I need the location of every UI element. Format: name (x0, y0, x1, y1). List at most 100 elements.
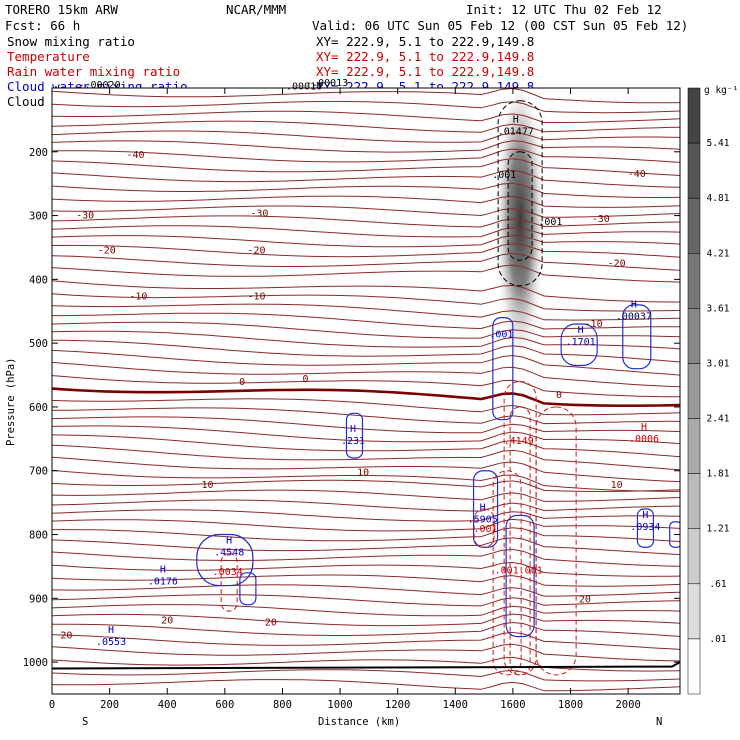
colorbar-tick-label: 2.41 (707, 414, 730, 425)
isotherm (52, 349, 680, 376)
isotherm (52, 140, 680, 153)
y-tick-label: 1000 (23, 657, 48, 669)
field-xy: XY= 222.9, 5.1 to 222.9,149.8 (316, 64, 534, 79)
field-xy: XY= 222.9, 5.1 to 222.9,149.8 (316, 49, 534, 64)
cloud-water-contour (505, 514, 535, 638)
isotherm (52, 169, 680, 188)
isotherm (52, 280, 680, 303)
colorbar: 5.41 4.81 4.21 3.61 3.01 2.41 1.81 1.21 .61 .01 (687, 87, 730, 695)
colorbar-tick-label: 3.01 (707, 358, 730, 369)
x-axis-label: Distance (km) (318, 716, 400, 728)
colorbar-cell (687, 418, 701, 474)
max-marker: H (641, 422, 647, 433)
y-tick-label: 300 (29, 211, 48, 223)
max-value: .0006 (629, 434, 659, 445)
max-value: .1701 (566, 337, 596, 348)
cloud-water-contour (636, 508, 655, 548)
max-marker: H (480, 502, 486, 513)
isotherm (52, 584, 680, 597)
forecast-hour: Fcst: 66 h (5, 18, 80, 33)
isotherm (52, 444, 680, 471)
isotherm (52, 479, 680, 492)
model-title: TORERO 15km ARW (5, 2, 118, 17)
rain-water-contour (220, 553, 238, 612)
y-tick-label: 800 (29, 530, 48, 542)
temperature-label: -10 (129, 292, 147, 303)
isotherm (52, 264, 680, 283)
x-tick-label: 1600 (500, 699, 525, 711)
max-value: .4548 (214, 548, 244, 559)
temperature-label: 10 (357, 468, 369, 479)
max-value: .001 (489, 330, 513, 341)
isotherm (52, 293, 680, 312)
max-value: .4149 (504, 436, 534, 447)
isotherm (52, 434, 680, 458)
top-contour-label: .00010 (286, 81, 322, 92)
isotherm (52, 215, 680, 228)
temperature-label: -30 (76, 211, 94, 222)
max-marker: H (513, 115, 519, 126)
temperature-label: 20 (60, 630, 72, 641)
isotherm (52, 234, 680, 248)
temperature-label: -10 (248, 292, 266, 303)
north-end-label: N (656, 716, 662, 728)
cloud-ice-contour (507, 151, 533, 261)
isotherm (52, 158, 680, 176)
x-tick-label: 1400 (443, 699, 468, 711)
cloud-water-contour (560, 323, 598, 367)
max-value: .001 (474, 524, 498, 535)
colorbar-cell (687, 638, 701, 695)
isotherm (52, 518, 680, 532)
isotherm (52, 100, 680, 114)
field-name: Rain water mixing ratio (7, 64, 180, 79)
temperature-label: 20 (161, 616, 173, 627)
rain-water-contour (535, 406, 577, 676)
colorbar-cell (687, 473, 701, 529)
cloud-water-contour (669, 521, 680, 548)
field-name: Temperature (7, 49, 90, 64)
isotherm (52, 594, 680, 607)
temperature-label: -30 (250, 209, 268, 220)
field-name: Snow mixing ratio (7, 34, 135, 49)
y-tick-label: 400 (29, 274, 48, 286)
colorbar-tick-label: 1.81 (707, 469, 730, 480)
temperature-label: -40 (127, 150, 145, 161)
temperature-label: -30 (592, 214, 610, 225)
isotherm (52, 330, 680, 350)
isotherm (52, 361, 680, 388)
colorbar-cell (687, 363, 701, 419)
temperature-label: -20 (608, 258, 626, 269)
temperature-label: 20 (265, 618, 277, 629)
field-xy: XY= 222.9, 5.1 to 222.9,149.8 (316, 34, 534, 49)
isotherm (52, 120, 680, 133)
colorbar-unit: g kg⁻¹ (704, 85, 738, 96)
isotherm (52, 574, 680, 587)
isotherm (52, 669, 680, 682)
max-value: .00037 (616, 312, 652, 323)
isotherm (52, 469, 680, 492)
top-contour-label: -.00013 (306, 78, 348, 89)
colorbar-cell (687, 583, 701, 640)
isotherm (52, 561, 680, 577)
colorbar-cell (687, 308, 701, 364)
x-axis: 0 200 400 600 800 1000 1200 1400 1600 1800 2000 (49, 88, 641, 711)
cloud-water-contour (239, 572, 257, 606)
y-tick-label: 500 (29, 338, 48, 350)
max-marker: H (160, 564, 166, 575)
x-tick-label: 200 (100, 699, 119, 711)
max-value: .231 (341, 436, 365, 447)
isotherm (52, 182, 680, 198)
isotherm (52, 527, 680, 543)
colorbar-cell (687, 197, 701, 254)
isotherm (52, 537, 680, 556)
colorbar-tick-label: 1.21 (707, 524, 730, 535)
maxima-labels: H.01477.001.001H.00037H.1701.001H.231.41… (78, 78, 660, 648)
colorbar-tick-label: 3.61 (707, 303, 730, 314)
isotherm (52, 130, 680, 143)
x-tick-label: 1200 (385, 699, 410, 711)
isotherm (52, 509, 680, 522)
max-marker: H (631, 300, 637, 311)
temperature-label: -20 (98, 246, 116, 257)
rain-water-contour (473, 508, 495, 548)
